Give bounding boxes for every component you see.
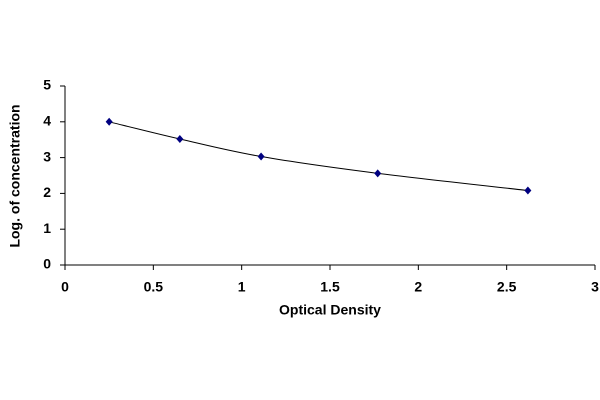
y-tick-label: 2: [43, 184, 51, 200]
data-point: [374, 169, 382, 178]
x-tick-label: 0: [61, 279, 69, 295]
data-point: [257, 152, 265, 161]
x-tick-label: 2.5: [497, 279, 517, 295]
x-tick-label: 3: [591, 279, 599, 295]
y-tick-label: 3: [43, 148, 51, 164]
data-point: [524, 186, 532, 195]
y-tick-label: 4: [43, 113, 51, 129]
data-point: [176, 134, 184, 143]
y-tick-label: 5: [43, 77, 51, 93]
x-tick-label: 0.5: [144, 279, 164, 295]
y-tick-label: 1: [43, 220, 51, 236]
x-tick-label: 2: [414, 279, 422, 295]
y-axis-title: Log. of concentration: [7, 104, 23, 247]
x-tick-label: 1.5: [320, 279, 340, 295]
x-tick-label: 1: [238, 279, 246, 295]
data-point: [105, 117, 113, 126]
fit-line: [109, 121, 528, 192]
x-axis-title: Optical Density: [279, 302, 381, 318]
y-tick-label: 0: [43, 256, 51, 272]
